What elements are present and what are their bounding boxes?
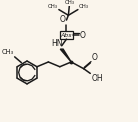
Text: O: O (92, 53, 98, 62)
Text: O: O (60, 15, 66, 24)
Polygon shape (60, 49, 71, 62)
FancyBboxPatch shape (59, 31, 73, 39)
Text: CH₃: CH₃ (79, 4, 89, 9)
Text: OH: OH (92, 74, 103, 83)
Text: CH₃: CH₃ (64, 0, 74, 5)
Text: Abs: Abs (61, 33, 72, 38)
Text: HN: HN (51, 39, 63, 48)
Text: O: O (80, 31, 86, 40)
Text: CH₃: CH₃ (2, 49, 14, 55)
Text: CH₃: CH₃ (48, 4, 58, 9)
